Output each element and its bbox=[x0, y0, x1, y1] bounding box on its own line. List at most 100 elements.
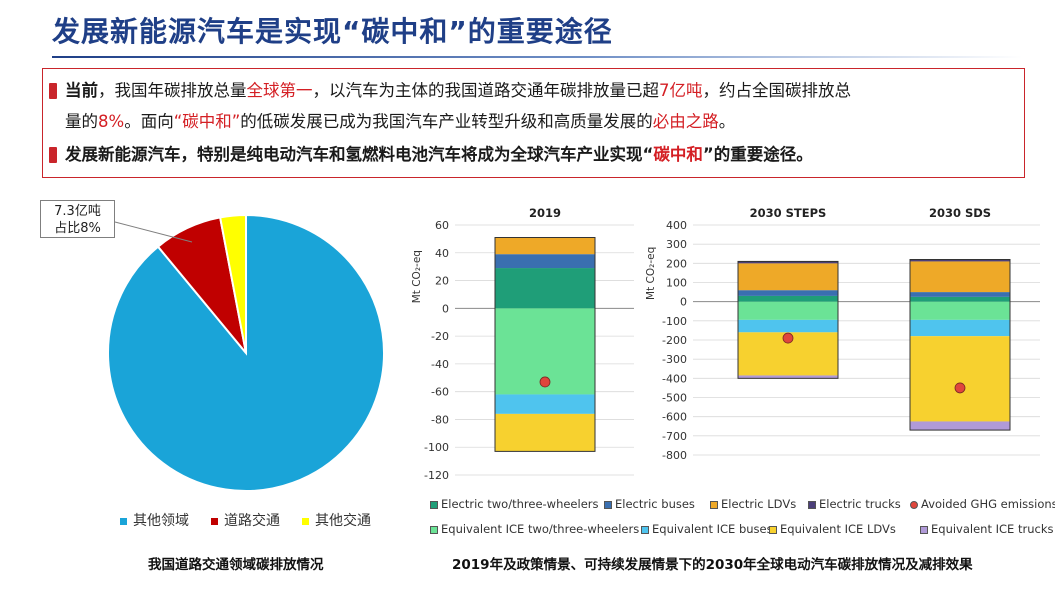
bar-outline bbox=[737, 260, 839, 379]
y-tick-label: 400 bbox=[666, 219, 687, 232]
legend-label: Electric two/three-wheelers bbox=[441, 497, 599, 511]
y-tick-label: -40 bbox=[431, 358, 449, 371]
callout-amount: 7.3亿吨 bbox=[54, 204, 101, 219]
y-tick-label: -300 bbox=[662, 353, 687, 366]
avoided-emissions-marker bbox=[782, 332, 794, 344]
bar-legend-item: Electric two/three-wheelers bbox=[430, 497, 599, 511]
bar-segment bbox=[495, 413, 595, 452]
pie-slice bbox=[218, 213, 247, 354]
y-tick-label: -120 bbox=[424, 469, 449, 482]
bar-segment bbox=[738, 295, 838, 302]
bar-segment bbox=[910, 292, 1010, 297]
text-run: ，约占全国碳排放总 bbox=[702, 81, 852, 100]
avoided-emissions-marker bbox=[954, 382, 966, 394]
bar-segment bbox=[495, 394, 595, 414]
text-run: 必由之路 bbox=[652, 112, 719, 131]
y-tick-label: -700 bbox=[662, 430, 687, 443]
bar-segment bbox=[910, 336, 1010, 422]
text-run: “碳中和” bbox=[173, 112, 241, 131]
bar-segment bbox=[738, 301, 838, 320]
page-title: 发展新能源汽车是实现“碳中和”的重要途径 bbox=[52, 15, 613, 48]
y-tick-label: -80 bbox=[431, 413, 449, 426]
bar-segment bbox=[910, 301, 1010, 320]
y-tick-label: -800 bbox=[662, 449, 687, 462]
legend-label: Equivalent ICE buses bbox=[652, 522, 773, 536]
bar-legend-item: Equivalent ICE LDVs bbox=[769, 522, 896, 536]
bar-legend-item: Electric buses bbox=[604, 497, 695, 511]
legend-swatch bbox=[920, 525, 928, 534]
bar-segment bbox=[910, 421, 1010, 431]
text-run: 量的 bbox=[65, 112, 98, 131]
pie-legend-item-other-sectors: 其他领域 bbox=[120, 510, 189, 530]
legend-label: 其他交通 bbox=[315, 513, 371, 529]
bar-legend-item: Equivalent ICE buses bbox=[641, 522, 773, 536]
legend-label: 其他领域 bbox=[133, 513, 189, 529]
legend-swatch bbox=[808, 500, 816, 509]
bar-legend-item: Equivalent ICE two/three-wheelers bbox=[430, 522, 639, 536]
bullet-line: 量的8%。面向“碳中和”的低碳发展已成为我国汽车产业转型升级和高质量发展的必由之… bbox=[65, 106, 1017, 137]
text-run: 的低碳发展已成为我国汽车产业转型升级和高质量发展的 bbox=[240, 112, 653, 131]
legend-swatch bbox=[302, 517, 309, 525]
text-run: 7亿吨 bbox=[659, 81, 703, 100]
callout-leader-line bbox=[114, 221, 193, 243]
legend-swatch bbox=[211, 517, 218, 525]
legend-label: 道路交通 bbox=[224, 513, 280, 529]
y-tick-label: -600 bbox=[662, 411, 687, 424]
legend-swatch bbox=[120, 517, 127, 525]
title-underline bbox=[52, 56, 1022, 58]
panel-title: 2030 STEPS bbox=[750, 206, 827, 220]
bar-legend-item: Equivalent ICE trucks bbox=[920, 522, 1053, 536]
legend-swatch bbox=[641, 525, 649, 534]
legend-swatch bbox=[769, 525, 777, 534]
bullet-marker bbox=[49, 83, 57, 99]
bar-legend-item: Electric trucks bbox=[808, 497, 901, 511]
y-tick-label: 60 bbox=[435, 219, 449, 232]
y-tick-label: -500 bbox=[662, 392, 687, 405]
text-run: 碳中和 bbox=[653, 145, 703, 164]
bar-chart-caption: 2019年及政策情景、可持续发展情景下的2030年全球电动汽车碳排放情况及减排效… bbox=[452, 557, 973, 573]
text-run: ”的重要途径。 bbox=[702, 145, 813, 164]
bullet-current-status: 当前，我国年碳排放总量全球第一，以汽车为主体的我国道路交通年碳排放量已超7亿吨，… bbox=[65, 75, 1017, 137]
bar-outline bbox=[909, 259, 1011, 431]
y-tick-label: -60 bbox=[431, 386, 449, 399]
bar-segment bbox=[910, 319, 1010, 337]
bar-legend-item: Avoided GHG emissions bbox=[910, 497, 1055, 511]
road-transport-emissions-pie-chart bbox=[107, 213, 385, 492]
bar-segment bbox=[738, 375, 838, 379]
key-points-box: 当前，我国年碳排放总量全球第一，以汽车为主体的我国道路交通年碳排放量已超7亿吨，… bbox=[42, 68, 1025, 178]
y-tick-label: 300 bbox=[666, 238, 687, 251]
legend-swatch bbox=[604, 500, 612, 509]
pie-chart-caption: 我国道路交通领域碳排放情况 bbox=[148, 557, 324, 573]
bullet-marker bbox=[49, 147, 57, 163]
legend-swatch bbox=[910, 500, 918, 509]
legend-swatch bbox=[430, 500, 438, 509]
bar-segment bbox=[495, 237, 595, 255]
y-tick-label: -400 bbox=[662, 372, 687, 385]
text-run: ，我国年碳排放总量 bbox=[98, 81, 247, 100]
text-run: 8% bbox=[98, 112, 125, 131]
pie-legend-item-other-transport: 其他交通 bbox=[302, 510, 371, 530]
bar-segment bbox=[738, 319, 838, 333]
bar-legend-item: Electric LDVs bbox=[710, 497, 796, 511]
y-tick-label: -200 bbox=[662, 334, 687, 347]
avoided-emissions-marker bbox=[539, 376, 551, 388]
y-axis-label: Mt CO₂-eq bbox=[645, 247, 657, 300]
legend-label: Electric LDVs bbox=[721, 497, 797, 511]
bar-segment bbox=[738, 290, 838, 296]
legend-label: Equivalent ICE two/three-wheelers bbox=[441, 522, 640, 536]
bullet-nev-path: 发展新能源汽车，特别是纯电动汽车和氢燃料电池汽车将成为全球汽车产业实现“碳中和”… bbox=[65, 139, 1017, 170]
bar-segment bbox=[738, 261, 838, 264]
bar-segment bbox=[910, 259, 1010, 262]
text-run: 。 bbox=[718, 112, 736, 131]
y-axis-label: Mt CO₂-eq bbox=[411, 250, 423, 303]
y-tick-label: -20 bbox=[431, 330, 449, 343]
y-tick-label: 20 bbox=[435, 275, 449, 288]
y-tick-label: 0 bbox=[680, 296, 687, 309]
pie-callout: 7.3亿吨 占比8% bbox=[40, 200, 115, 238]
text-run: 全球第一 bbox=[246, 81, 313, 100]
y-tick-label: 0 bbox=[442, 302, 449, 315]
text-run: 发展新能源汽车，特别是纯电动汽车和氢燃料电池汽车将成为全球汽车产业实现“ bbox=[65, 145, 654, 164]
bullet-line: 发展新能源汽车，特别是纯电动汽车和氢燃料电池汽车将成为全球汽车产业实现“碳中和”… bbox=[65, 139, 1017, 170]
bar-segment bbox=[495, 268, 595, 309]
